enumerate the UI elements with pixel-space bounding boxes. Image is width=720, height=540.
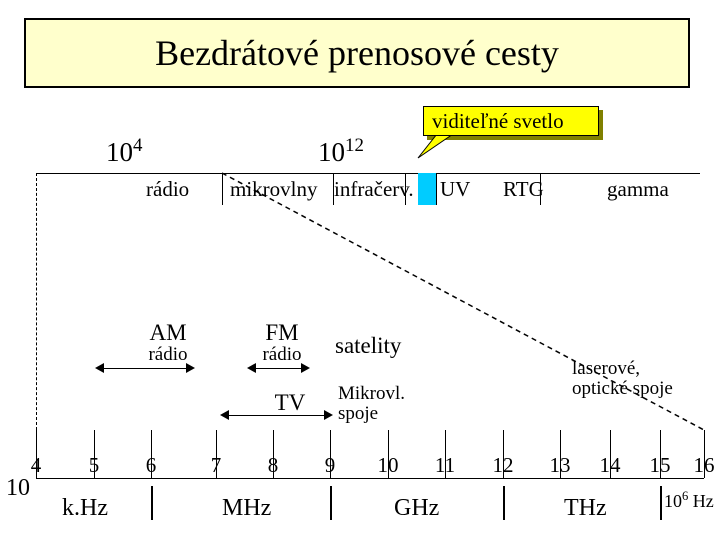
unit-divider-tick <box>660 486 662 520</box>
upper-spectrum-axis <box>36 173 700 174</box>
mid-label-fm1: FM <box>252 320 312 346</box>
unit-mhz: MHz <box>222 495 271 522</box>
range-am <box>101 368 189 369</box>
callout-text: viditeľné svetlo <box>432 109 564 134</box>
freq-exponent: 13 <box>546 453 574 478</box>
mid-label-ms2: spoje <box>338 403 378 425</box>
range-tv-arrow-right-icon <box>324 410 333 420</box>
upper-label-uv: UV <box>440 177 470 202</box>
freq-exponent: 6 <box>137 453 165 478</box>
range-fm <box>253 368 304 369</box>
range-am-arrow-left-icon <box>95 363 104 373</box>
range-tv-arrow-left-icon <box>220 410 229 420</box>
upper-label-mikro: mikrovlny <box>230 177 318 202</box>
mid-label-lo2: optické spoje <box>572 378 673 400</box>
freq-exponent: 9 <box>316 453 344 478</box>
freq-exponent: 10 <box>374 453 402 478</box>
unit-divider-tick <box>503 486 505 520</box>
upper-axis-tick <box>436 173 437 205</box>
range-fm-arrow-left-icon <box>247 363 256 373</box>
freq-exponent: 12 <box>489 453 517 478</box>
unit-khz: k.Hz <box>62 495 108 522</box>
title-box: Bezdrátové prenosové cesty <box>24 18 690 88</box>
range-fm-arrow-right-icon <box>301 363 310 373</box>
upper-label-rtg: RTG <box>503 177 544 202</box>
visible-light-callout: viditeľné svetlo <box>423 106 599 136</box>
unit-divider-tick <box>330 486 332 520</box>
mid-label-sat: satelity <box>335 333 401 359</box>
uv-band-box <box>418 173 436 205</box>
mid-label-lo1: laserové, <box>572 358 640 380</box>
upper-label-ten4: 104 <box>106 135 142 168</box>
freq-exponent: 8 <box>259 453 287 478</box>
mid-label-ms1: Mikrovl. <box>338 383 405 405</box>
upper-label-infra: infračerv. <box>334 177 414 202</box>
zoom-left-dash <box>36 173 37 430</box>
lower-freq-axis <box>36 478 704 479</box>
freq-exponent: 15 <box>646 453 674 478</box>
unit-divider-tick <box>151 486 153 520</box>
unit-ghz: GHz <box>394 495 439 522</box>
mid-label-am1: AM <box>138 320 198 346</box>
upper-label-gamma: gamma <box>607 177 669 202</box>
freq-exponent: 7 <box>202 453 230 478</box>
axis-far-right-hz: 106 Hz <box>664 489 714 512</box>
upper-label-ten12: 1012 <box>318 135 364 168</box>
freq-exponent: 16 <box>690 453 718 478</box>
unit-thz: THz <box>564 495 607 522</box>
mid-label-tv: TV <box>260 390 320 416</box>
range-tv <box>226 415 327 416</box>
upper-axis-tick <box>222 173 223 205</box>
title-text: Bezdrátové prenosové cesty <box>155 32 559 74</box>
range-am-arrow-right-icon <box>186 363 195 373</box>
freq-exponent: 5 <box>80 453 108 478</box>
freq-exponent: 11 <box>431 453 459 478</box>
freq-exponent: 14 <box>596 453 624 478</box>
axis-base-ten: 10 <box>6 475 30 502</box>
upper-label-radio: rádio <box>146 177 189 202</box>
